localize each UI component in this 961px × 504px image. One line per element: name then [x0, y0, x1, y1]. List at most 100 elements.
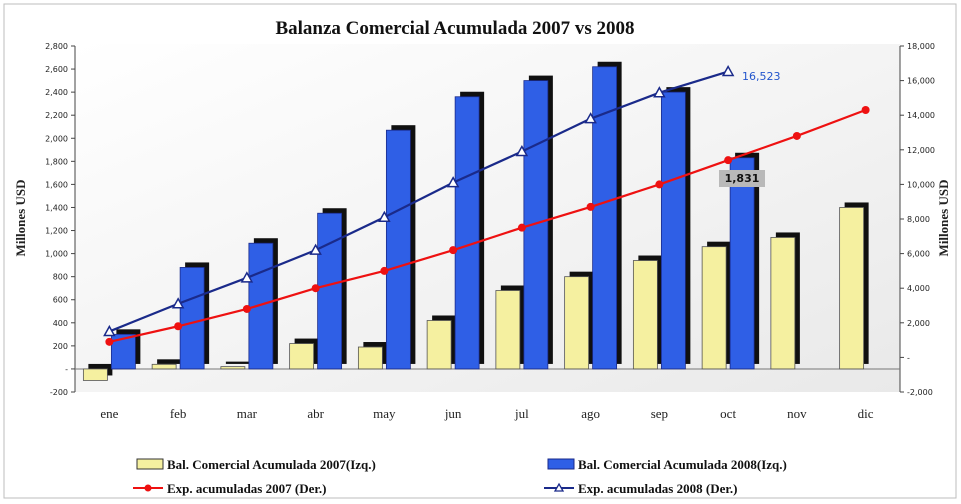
exp-2007-point	[380, 266, 389, 275]
right-tick-label: -2,000	[907, 388, 933, 397]
exp-2008-point	[721, 65, 735, 77]
exp-2007-point	[655, 180, 664, 189]
exp-2008-point	[103, 324, 116, 337]
exp-2008-line	[108, 70, 729, 333]
bar-2007-shadow	[225, 361, 250, 364]
exp-2008-point	[171, 297, 185, 309]
bar-2008	[385, 129, 411, 370]
left-tick-label: 1,200	[45, 227, 68, 236]
left-tick-label: 400	[53, 319, 68, 328]
category-label: may	[373, 406, 396, 421]
bar-2008	[454, 96, 480, 370]
exp-2007-point	[105, 337, 114, 346]
bar-2007	[564, 276, 590, 370]
left-tick-label: 1,000	[45, 250, 68, 259]
bar-2007	[701, 246, 727, 370]
bar-2007	[357, 346, 383, 370]
left-tick-label: 800	[53, 273, 68, 282]
left-tick-label: 1,600	[45, 180, 68, 189]
exp-2008-point	[653, 86, 666, 98]
category-label: dic	[858, 406, 874, 421]
bar-2007	[839, 207, 865, 370]
bar-2007	[770, 237, 796, 370]
bar-2007	[632, 260, 658, 370]
right-tick-label: 12,000	[907, 146, 935, 155]
category-label: jul	[514, 406, 529, 421]
exp-2007-point	[311, 284, 320, 293]
exp-2007-point	[586, 202, 595, 211]
left-tick-label: 1,800	[45, 157, 68, 166]
right-tick-label: 18,000	[907, 42, 935, 51]
left-tick-label: 1,400	[45, 203, 68, 212]
category-label: abr	[307, 406, 324, 421]
exp-2008-point	[378, 210, 391, 223]
category-label: jun	[444, 406, 462, 421]
right-tick-label: 8,000	[907, 215, 930, 224]
category-label: ene	[100, 406, 118, 421]
bar-2008	[660, 91, 686, 370]
bar-2007	[82, 368, 108, 381]
right-tick-label: 10,000	[907, 180, 935, 189]
exp-2007-point	[792, 131, 801, 140]
category-label: ago	[581, 406, 600, 421]
category-label: nov	[787, 406, 807, 421]
exp-2007-point	[517, 223, 526, 232]
exp-2008-point	[584, 112, 597, 124]
exp-2008-point	[515, 144, 529, 157]
bar-2007	[289, 343, 315, 370]
chart-title: Balanza Comercial Acumulada 2007 vs 2008	[275, 18, 634, 39]
exp-2007-line	[109, 108, 867, 343]
bar-2007	[151, 363, 177, 370]
legend-label-2008-bar: Bal. Comercial Acumulada 2008(Izq.)	[578, 457, 787, 472]
legend-swatch-2008-bar	[547, 458, 575, 470]
left-tick-label: 2,200	[45, 111, 68, 120]
bar-2008	[729, 157, 755, 370]
bar-2008	[179, 267, 205, 370]
left-tick-label: -200	[50, 388, 68, 397]
annotation-1831-box	[719, 170, 765, 187]
bar-2008	[592, 66, 618, 370]
exp-2007-point	[449, 246, 458, 255]
right-tick-label: 2,000	[907, 319, 930, 328]
bar-2008	[523, 80, 549, 370]
category-label: feb	[170, 406, 187, 421]
legend-label-2008-line: Exp. acumuladas 2008 (Der.)	[578, 481, 738, 496]
bar-2007-shadow	[157, 359, 182, 364]
left-tick-label: 200	[53, 342, 68, 351]
category-label: mar	[237, 406, 258, 421]
legend-label-2007-bar: Bal. Comercial Acumulada 2007(Izq.)	[167, 457, 376, 472]
legend: Bal. Comercial Acumulada 2007(Izq.) Bal.…	[133, 457, 787, 496]
right-tick-label: 4,000	[907, 284, 930, 293]
right-tick-label: 6,000	[907, 250, 930, 259]
annotation-1831: 1,831	[725, 172, 760, 185]
legend-marker-2008-line	[553, 482, 565, 492]
legend-label-2007-line: Exp. acumuladas 2007 (Der.)	[167, 481, 327, 496]
bar-2007	[220, 366, 246, 370]
y-axis-label-right: Millones USD	[936, 180, 951, 257]
category-label: oct	[720, 406, 736, 421]
left-tick-label: 2,800	[45, 42, 68, 51]
annotation-16523: 16,523	[742, 70, 781, 83]
exp-2008-point	[240, 271, 254, 283]
category-label: sep	[651, 406, 668, 421]
legend-marker-2007-line	[144, 484, 152, 492]
bar-2008	[317, 212, 343, 370]
exp-2008-point	[446, 176, 460, 188]
left-tick-label: 2,000	[45, 134, 68, 143]
left-tick-label: 2,400	[45, 88, 68, 97]
bar-2008	[248, 242, 274, 370]
bar-2007	[495, 290, 521, 370]
exp-2007-point	[174, 322, 183, 331]
left-tick-label: 600	[53, 296, 68, 305]
left-tick-label: -	[65, 365, 68, 374]
right-tick-label: -	[907, 353, 910, 362]
exp-2007-point	[724, 156, 733, 165]
exp-2007-point	[861, 106, 870, 115]
exp-2007-point	[242, 304, 251, 313]
bar-2007	[426, 320, 452, 370]
y-axis-label-left: Millones USD	[13, 180, 28, 257]
left-tick-label: 2,600	[45, 65, 68, 74]
right-tick-label: 16,000	[907, 77, 935, 86]
exp-2008-point	[309, 243, 322, 255]
